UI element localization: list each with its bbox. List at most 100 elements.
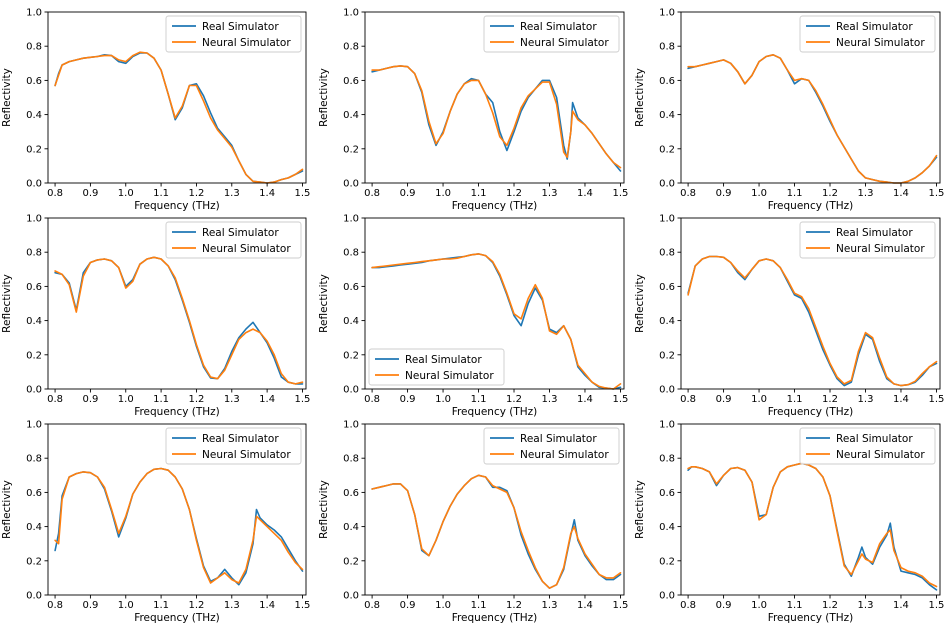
axes-frame — [47, 423, 307, 596]
real-simulator-line — [371, 474, 622, 590]
y-tick-label: 0.4 — [26, 522, 42, 533]
x-tick-label: 0.8 — [680, 394, 696, 405]
x-tick-label: 0.9 — [716, 394, 732, 405]
y-tick-label: 0.6 — [659, 76, 675, 87]
x-tick-label: 1.3 — [224, 188, 240, 199]
y-tick-label: 0.6 — [343, 76, 359, 87]
legend-frame — [799, 15, 936, 53]
x-axis-label: Frequency (THz) — [768, 200, 854, 212]
x-tick-label: 0.9 — [82, 188, 98, 199]
real-simulator-line — [54, 467, 304, 586]
legend-label: Neural Simulator — [520, 449, 609, 461]
chart-6: 0.8 0.9 1.0 1.1 1.2 1.3 1.4 1.5 0.0 0.2 0.4 0.6 0.8 1… — [634, 214, 944, 419]
y-tick-label: 1.0 — [343, 214, 359, 225]
y-tick-label: 0.8 — [26, 248, 42, 259]
y-tick-label: 0.8 — [343, 454, 359, 465]
legend: Real Simulator Neural Simulator — [799, 427, 936, 465]
y-tick-label: 0.8 — [659, 42, 675, 53]
x-tick-label: 1.5 — [295, 394, 311, 405]
x-tick-label: 1.1 — [153, 600, 169, 611]
x-tick-label: 1.0 — [751, 600, 767, 611]
y-tick-label: 0.0 — [343, 179, 359, 190]
x-axis-label: Frequency (THz) — [452, 406, 538, 418]
axes-frame — [680, 217, 941, 390]
chart-4: 0.8 0.9 1.0 1.1 1.2 1.3 1.4 1.5 0.0 0.2 0.4 0.6 0.8 1… — [1, 214, 310, 419]
y-tick-label: 0.2 — [26, 144, 42, 155]
y-tick-label: 1.0 — [26, 420, 42, 431]
legend-label: Neural Simulator — [836, 243, 925, 255]
y-tick-label: 0.2 — [659, 350, 675, 361]
x-tick-label: 1.3 — [224, 600, 240, 611]
x-tick-label: 1.0 — [751, 394, 767, 405]
axes-frame — [47, 11, 307, 184]
x-tick-label: 1.4 — [259, 394, 275, 405]
y-tick-label: 0.2 — [26, 556, 42, 567]
y-tick-label: 1.0 — [659, 8, 675, 19]
neural-simulator-line — [687, 462, 938, 588]
legend: Real Simulator Neural Simulator — [165, 221, 302, 259]
x-tick-label: 1.3 — [542, 394, 558, 405]
x-tick-label: 1.3 — [542, 188, 558, 199]
y-tick-label: 0.2 — [26, 350, 42, 361]
x-tick-label: 1.1 — [471, 600, 487, 611]
x-tick-label: 1.5 — [612, 600, 628, 611]
x-tick-label: 1.2 — [506, 394, 522, 405]
x-tick-label: 1.2 — [506, 188, 522, 199]
legend-label: Neural Simulator — [202, 449, 291, 461]
chart-5: 0.8 0.9 1.0 1.1 1.2 1.3 1.4 1.5 0.0 0.2 0.4 0.6 0.8 1… — [318, 214, 628, 419]
legend-frame — [483, 427, 620, 465]
x-tick-label: 1.1 — [787, 188, 803, 199]
legend-label: Real Simulator — [836, 227, 913, 239]
y-tick-label: 1.0 — [26, 214, 42, 225]
chart-3: 0.8 0.9 1.0 1.1 1.2 1.3 1.4 1.5 0.0 0.2 0.4 0.6 0.8 1… — [634, 8, 944, 213]
x-tick-label: 1.3 — [224, 394, 240, 405]
y-tick-label: 1.0 — [343, 420, 359, 431]
legend: Real Simulator Neural Simulator — [165, 427, 302, 465]
x-tick-label: 1.2 — [822, 394, 838, 405]
axes-frame — [680, 11, 941, 184]
y-axis-label: Reflectivity — [634, 68, 646, 127]
y-tick-label: 0.6 — [659, 282, 675, 293]
legend-frame — [799, 427, 936, 465]
y-tick-label: 0.0 — [659, 179, 675, 190]
x-tick-label: 1.2 — [188, 394, 204, 405]
real-simulator-line — [687, 462, 938, 591]
y-tick-label: 0.4 — [26, 110, 42, 121]
legend: Real Simulator Neural Simulator — [799, 221, 936, 259]
x-tick-label: 1.5 — [612, 394, 628, 405]
y-tick-label: 0.0 — [343, 385, 359, 396]
x-tick-label: 1.2 — [822, 188, 838, 199]
axes-frame — [680, 423, 941, 596]
x-axis-label: Frequency (THz) — [134, 200, 220, 212]
legend-label: Real Simulator — [202, 227, 279, 239]
y-tick-label: 0.0 — [26, 385, 42, 396]
legend-frame — [165, 221, 302, 259]
x-tick-label: 1.0 — [118, 600, 134, 611]
legend: Real Simulator Neural Simulator — [483, 15, 620, 53]
x-axis-label: Frequency (THz) — [768, 612, 854, 624]
x-tick-label: 1.2 — [188, 188, 204, 199]
x-tick-label: 0.9 — [400, 394, 416, 405]
y-tick-label: 0.0 — [659, 591, 675, 602]
x-tick-label: 1.5 — [612, 188, 628, 199]
y-tick-label: 0.8 — [26, 454, 42, 465]
legend-label: Real Simulator — [520, 433, 597, 445]
x-tick-label: 0.8 — [364, 188, 380, 199]
legend-label: Neural Simulator — [202, 243, 291, 255]
x-axis-label: Frequency (THz) — [452, 200, 538, 212]
x-tick-label: 0.8 — [680, 188, 696, 199]
chart-2: 0.8 0.9 1.0 1.1 1.2 1.3 1.4 1.5 0.0 0.2 0.4 0.6 0.8 1… — [318, 8, 628, 213]
x-tick-label: 1.5 — [928, 600, 944, 611]
y-tick-label: 0.4 — [343, 110, 359, 121]
x-tick-label: 1.4 — [893, 600, 909, 611]
x-tick-label: 1.0 — [435, 188, 451, 199]
legend-label: Real Simulator — [202, 433, 279, 445]
y-tick-label: 1.0 — [659, 420, 675, 431]
x-axis-label: Frequency (THz) — [768, 406, 854, 418]
chart-8: 0.8 0.9 1.0 1.1 1.2 1.3 1.4 1.5 0.0 0.2 0.4 0.6 0.8 1… — [318, 420, 628, 625]
x-tick-label: 1.1 — [153, 394, 169, 405]
y-tick-label: 0.2 — [659, 144, 675, 155]
x-tick-label: 1.4 — [577, 600, 593, 611]
neural-simulator-line — [54, 256, 304, 385]
y-tick-label: 1.0 — [659, 214, 675, 225]
